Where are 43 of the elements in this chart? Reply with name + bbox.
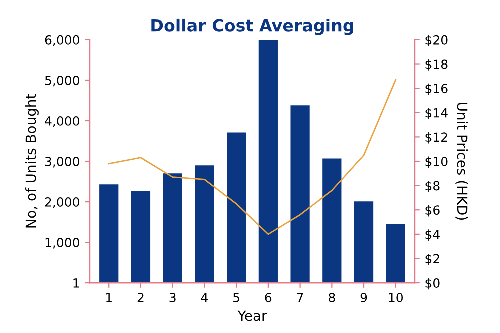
x-tick-label: 2: [138, 292, 144, 302]
bar: [100, 184, 119, 284]
bar: [258, 40, 278, 284]
bar: [354, 202, 374, 284]
x-tick-label: 4: [201, 293, 208, 302]
x-tick-label: 7: [297, 293, 304, 302]
bar: [131, 192, 151, 284]
y2-tick-label: $8: [426, 181, 440, 192]
x-tick-label: 10: [389, 292, 404, 302]
x-axis-title: Year: [238, 310, 268, 322]
bar: [386, 224, 406, 284]
bar: [290, 106, 310, 284]
y-tick-label: 2,000: [45, 198, 80, 208]
y-tick-label: 3,000: [45, 156, 80, 168]
x-tick-label: 5: [234, 293, 240, 302]
y-tick-label: 6,000: [45, 35, 80, 46]
y-tick-label: 1: [74, 278, 80, 288]
bar: [227, 132, 246, 284]
x-tick-label: 6: [265, 292, 272, 302]
y2-tick-label: $20: [426, 35, 448, 47]
y-tick-label: 1,000: [46, 238, 80, 249]
chart-title: Dollar Cost Averaging: [152, 18, 354, 36]
x-tick-label: 1: [106, 293, 112, 302]
line-series: [108, 79, 397, 236]
y2-tick-label: $0: [426, 278, 440, 290]
y-tick-label: 5,000: [45, 76, 80, 87]
y2-tick-label: $6: [426, 205, 440, 217]
y2-tick-label: $4: [426, 230, 440, 242]
y2-tick-label: $16: [426, 84, 448, 96]
y2-tick-label: $12: [426, 132, 448, 144]
y2-axis-title: Unit Prices (HKD): [456, 103, 468, 220]
y2-tick-label: $18: [426, 60, 448, 71]
y2-tick-label: $14: [426, 108, 448, 120]
y2-tick-label: $10: [426, 156, 448, 168]
x-tick-label: 9: [360, 292, 368, 302]
bar: [163, 174, 182, 284]
x-tick-label: 3: [170, 292, 176, 302]
x-tick-label: 8: [329, 292, 336, 302]
y2-tick-label: $2: [426, 254, 440, 266]
y-tick-label: 4,000: [45, 116, 80, 128]
bar: [322, 158, 342, 284]
y-axis-title: No, of Units Bought: [25, 94, 39, 228]
bar: [195, 166, 214, 284]
